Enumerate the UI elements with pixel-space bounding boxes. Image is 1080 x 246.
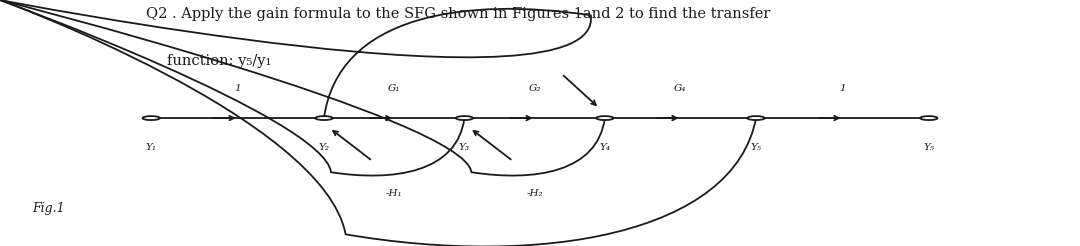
Circle shape [315, 116, 333, 120]
Text: Y₅: Y₅ [751, 143, 761, 152]
Text: Fig.1: Fig.1 [32, 202, 65, 215]
Text: Y₂: Y₂ [319, 143, 329, 152]
Text: Y₄: Y₄ [599, 143, 610, 152]
Text: Q2 . Apply the gain formula to the SFG shown in Figures 1and 2 to find the trans: Q2 . Apply the gain formula to the SFG s… [146, 7, 770, 21]
Circle shape [456, 116, 473, 120]
Text: 1: 1 [839, 84, 846, 93]
Text: Y₁: Y₁ [146, 143, 157, 152]
Text: 1: 1 [234, 84, 241, 93]
Text: Y₅: Y₅ [923, 143, 934, 152]
Text: -H₁: -H₁ [386, 189, 403, 199]
Text: G₄: G₄ [674, 84, 687, 93]
Circle shape [747, 116, 765, 120]
Text: G₂: G₂ [528, 84, 541, 93]
Circle shape [596, 116, 613, 120]
Text: Y₃: Y₃ [459, 143, 470, 152]
Circle shape [920, 116, 937, 120]
Text: G₁: G₁ [388, 84, 401, 93]
Circle shape [143, 116, 160, 120]
Text: -H₂: -H₂ [526, 189, 543, 199]
Text: function: y₅/y₁: function: y₅/y₁ [167, 54, 272, 68]
